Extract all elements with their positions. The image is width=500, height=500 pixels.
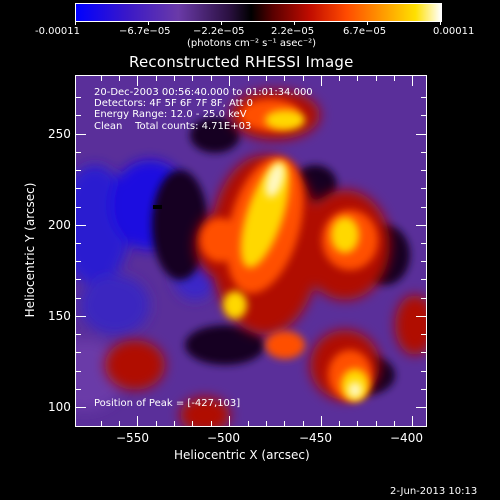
x-axis-label: Heliocentric X (arcsec): [174, 448, 310, 462]
footer-date: 2-Jun-2013 10:13: [390, 486, 478, 497]
y-tick-label: 100: [48, 400, 71, 414]
colorbar-tick-label: 6.7e−05: [343, 26, 387, 37]
colorbar-ticks: [75, 21, 441, 25]
energy-range: Energy Range: 12.0 - 25.0 keV: [94, 109, 247, 121]
colorbar: [75, 3, 442, 22]
rhessi-image: [75, 75, 426, 426]
x-tick-label: −500: [207, 431, 240, 445]
x-tick-label: −550: [116, 431, 149, 445]
colorbar-tick-label: −2.2e−05: [193, 26, 245, 37]
plot-title: Reconstructed RHESSI Image: [129, 53, 354, 71]
y-tick-label: 200: [48, 218, 71, 232]
colorbar-units: (photons cm⁻² s⁻¹ asec⁻²): [187, 38, 317, 49]
y-tick-label: 250: [48, 127, 71, 141]
total-counts: Total counts: 4.71E+03: [135, 120, 252, 132]
peak-position: Position of Peak = [-427,103]: [94, 398, 241, 409]
y-axis-label: Heliocentric Y (arcsec): [23, 182, 37, 318]
colorbar-tick-label: 0.00011: [433, 26, 475, 37]
x-tick-label: −400: [390, 431, 423, 445]
method: Clean: [94, 120, 123, 132]
info-block: 20-Dec-2003 00:56:40.000 to 01:01:34.000…: [94, 87, 313, 132]
y-tick-label: 150: [48, 309, 71, 323]
time-range: 20-Dec-2003 00:56:40.000 to 01:01:34.000: [94, 87, 313, 98]
detectors: Detectors: 4F 5F 6F 7F 8F, Att 0: [94, 98, 254, 110]
colorbar-tick-label: −6.7e−05: [119, 26, 171, 37]
image-canvas: [75, 75, 426, 426]
x-tick-label: −450: [299, 431, 332, 445]
colorbar-tick-label: 2.2e−05: [271, 26, 315, 37]
method-counts: Clean Total counts: 4.71E+03: [94, 121, 313, 132]
colorbar-tick-label: -0.00011: [35, 26, 80, 37]
